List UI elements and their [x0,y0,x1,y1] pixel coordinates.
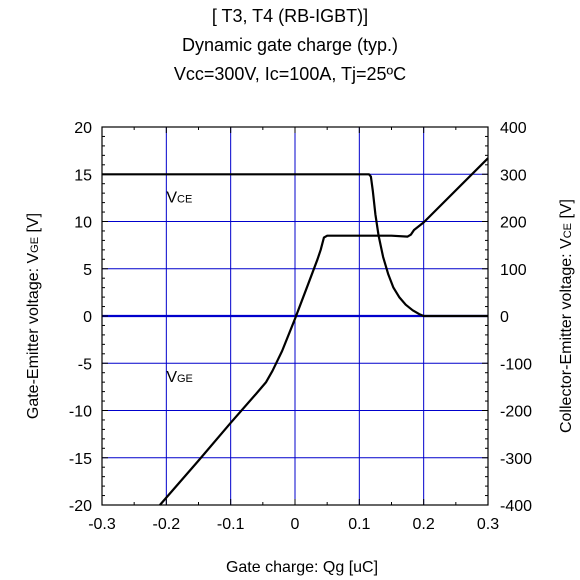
series-label-vge: VGE [166,369,193,386]
y-left-tick-label: -10 [69,404,92,421]
y-left-tick-label: -15 [69,451,92,468]
y-left-tick-label: 20 [74,120,92,137]
x-tick-label: 0 [291,516,300,533]
y-right-tick-label: -100 [500,356,532,373]
y-left-tick-label: 0 [83,309,92,326]
y-right-tick-label: -200 [500,404,532,421]
y-left-tick-label: 10 [74,215,92,232]
series-lines [102,157,489,506]
y-right-tick-label: 200 [500,215,527,232]
x-tick-label: 0.2 [413,516,435,533]
y-axis-right-label: Collector-Emitter voltage: VCE [V] [558,199,575,433]
x-tick-label: -0.3 [88,516,116,533]
y-right-tick-label: 100 [500,262,527,279]
y-right-tick-label: 0 [500,309,509,326]
x-tick-label: -0.2 [153,516,181,533]
tick-labels: -0.3 -0.2 -0.1 0 0.1 0.2 0.3 20 15 10 5 0 -5 -10 -15 -2… [69,120,532,533]
y-left-tick-label: 5 [83,262,92,279]
series-label-vce: VCE [166,190,192,207]
y-left-tick-label: -20 [69,498,92,515]
series-line-vge [159,157,489,506]
y-left-tick-label: 15 [74,167,92,184]
y-right-tick-label: 400 [500,120,527,137]
x-tick-label: -0.1 [217,516,245,533]
x-tick-label: 0.3 [477,516,499,533]
y-right-tick-label: 300 [500,167,527,184]
y-axis-left-label: Gate-Emitter voltage: VGE [V] [25,213,42,419]
y-right-tick-label: -400 [500,498,532,515]
plot-frame [101,126,489,506]
chart-title-line-3: Vcc=300V, Ic=100A, Tj=25ºC [173,64,407,84]
chart-title-line-1: [ T3, T4 (RB-IGBT)] [211,6,369,26]
chart-title-line-2: Dynamic gate charge (typ.) [181,35,399,55]
x-axis-label: Gate charge: Qg [uC] [226,559,378,576]
y-left-tick-label: -5 [78,356,92,373]
y-right-tick-label: -300 [500,451,532,468]
x-tick-label: 0.1 [348,516,370,533]
series-labels: VCE VGE [166,190,193,387]
series-line-vce [102,173,488,318]
